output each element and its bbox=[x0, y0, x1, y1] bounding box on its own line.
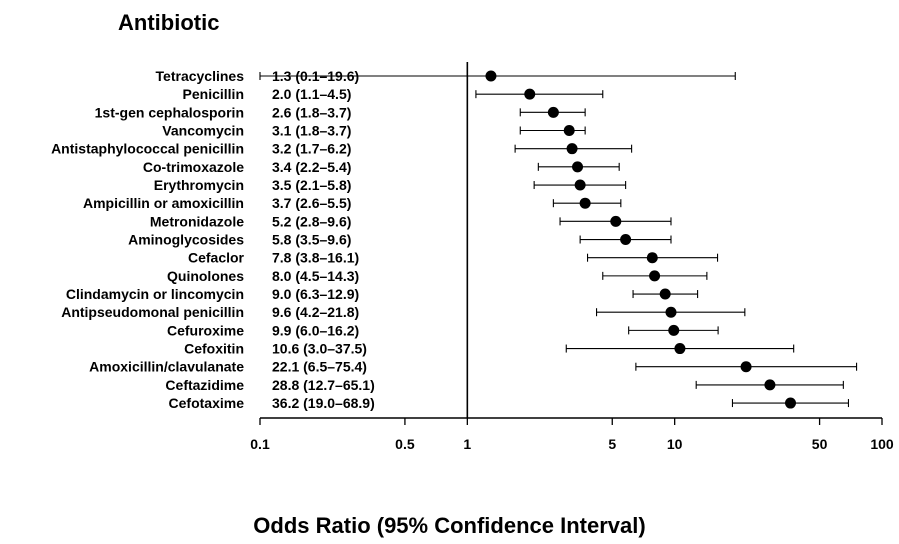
odds-ratio-point bbox=[764, 379, 776, 391]
odds-ratio-point bbox=[740, 361, 752, 373]
row-estimate-text: 22.1 (6.5–75.4) bbox=[272, 359, 367, 375]
row-label: Cefotaxime bbox=[169, 395, 245, 411]
x-tick-label: 1 bbox=[463, 436, 471, 452]
x-tick-label: 100 bbox=[870, 436, 894, 452]
row-estimate-text: 8.0 (4.5–14.3) bbox=[272, 268, 359, 284]
row-label: 1st-gen cephalosporin bbox=[95, 104, 244, 120]
odds-ratio-point bbox=[649, 270, 661, 282]
row-label: Cefaclor bbox=[188, 250, 245, 266]
odds-ratio-point bbox=[785, 397, 797, 409]
row-estimate-text: 10.6 (3.0–37.5) bbox=[272, 341, 367, 357]
x-tick-label: 0.1 bbox=[250, 436, 270, 452]
x-tick-label: 50 bbox=[812, 436, 828, 452]
row-label: Cefoxitin bbox=[184, 341, 244, 357]
row-estimate-text: 2.6 (1.8–3.7) bbox=[272, 104, 351, 120]
odds-ratio-point bbox=[659, 288, 671, 300]
odds-ratio-point bbox=[674, 343, 686, 355]
row-estimate-text: 3.7 (2.6–5.5) bbox=[272, 195, 351, 211]
row-label: Ampicillin or amoxicillin bbox=[83, 195, 244, 211]
row-label: Tetracyclines bbox=[156, 68, 245, 84]
odds-ratio-point bbox=[485, 70, 497, 82]
odds-ratio-point bbox=[566, 143, 578, 155]
x-axis-title: Odds Ratio (95% Confidence Interval) bbox=[253, 513, 646, 538]
odds-ratio-point bbox=[524, 88, 536, 100]
row-estimate-text: 9.0 (6.3–12.9) bbox=[272, 286, 359, 302]
odds-ratio-point bbox=[665, 306, 677, 318]
row-label: Aminoglycosides bbox=[128, 232, 244, 248]
row-label: Vancomycin bbox=[162, 123, 244, 139]
odds-ratio-point bbox=[620, 234, 632, 246]
row-estimate-text: 3.4 (2.2–5.4) bbox=[272, 159, 351, 175]
row-estimate-text: 28.8 (12.7–65.1) bbox=[272, 377, 375, 393]
row-label: Clindamycin or lincomycin bbox=[66, 286, 244, 302]
row-label: Amoxicillin/clavulanate bbox=[89, 359, 244, 375]
odds-ratio-point bbox=[668, 324, 680, 336]
x-tick-label: 0.5 bbox=[395, 436, 415, 452]
row-label: Co-trimoxazole bbox=[143, 159, 244, 175]
odds-ratio-point bbox=[579, 197, 591, 209]
row-label: Ceftazidime bbox=[165, 377, 244, 393]
row-estimate-text: 2.0 (1.1–4.5) bbox=[272, 86, 351, 102]
odds-ratio-point bbox=[572, 161, 584, 173]
row-label: Antipseudomonal penicillin bbox=[61, 304, 244, 320]
row-label: Cefuroxime bbox=[167, 322, 244, 338]
row-label: Penicillin bbox=[183, 86, 244, 102]
row-estimate-text: 3.1 (1.8–3.7) bbox=[272, 123, 351, 139]
row-estimate-text: 36.2 (19.0–68.9) bbox=[272, 395, 375, 411]
row-estimate-text: 3.5 (2.1–5.8) bbox=[272, 177, 351, 193]
row-label: Erythromycin bbox=[154, 177, 244, 193]
odds-ratio-point bbox=[574, 179, 586, 191]
odds-ratio-point bbox=[646, 252, 658, 264]
chart-title: Antibiotic bbox=[118, 10, 220, 35]
row-estimate-text: 5.2 (2.8–9.6) bbox=[272, 213, 351, 229]
row-label: Metronidazole bbox=[150, 213, 244, 229]
row-estimate-text: 9.9 (6.0–16.2) bbox=[272, 322, 359, 338]
x-tick-label: 10 bbox=[667, 436, 683, 452]
row-estimate-text: 5.8 (3.5–9.6) bbox=[272, 232, 351, 248]
row-label: Quinolones bbox=[167, 268, 244, 284]
odds-ratio-point bbox=[610, 215, 622, 227]
row-estimate-text: 3.2 (1.7–6.2) bbox=[272, 141, 351, 157]
row-label: Antistaphylococcal penicillin bbox=[51, 141, 244, 157]
x-tick-label: 5 bbox=[608, 436, 616, 452]
odds-ratio-point bbox=[563, 125, 575, 137]
row-estimate-text: 7.8 (3.8–16.1) bbox=[272, 250, 359, 266]
row-estimate-text: 9.6 (4.2–21.8) bbox=[272, 304, 359, 320]
odds-ratio-point bbox=[547, 106, 559, 118]
